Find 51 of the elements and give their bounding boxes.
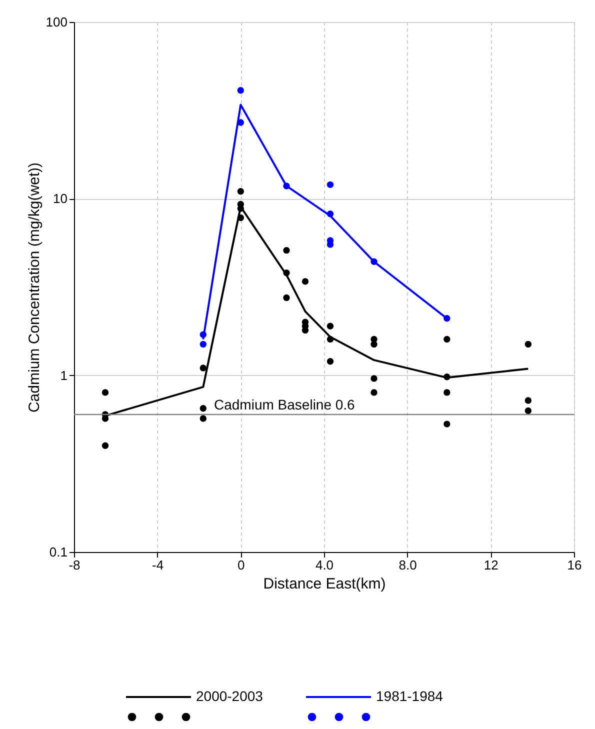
point xyxy=(444,315,450,322)
point xyxy=(237,188,244,195)
point xyxy=(444,336,450,343)
x-tick-label: 0 xyxy=(238,558,245,572)
point xyxy=(370,340,378,348)
point xyxy=(524,407,532,414)
x-tick-label: 8.0 xyxy=(398,558,417,572)
x-axis-title: Distance East(km) xyxy=(263,576,386,592)
point xyxy=(283,294,290,302)
point xyxy=(524,340,532,348)
ref-line-label: Cadmium Baseline 0.6 xyxy=(214,396,356,413)
point xyxy=(200,405,207,412)
point xyxy=(444,389,450,396)
point xyxy=(200,364,207,372)
point xyxy=(302,278,309,285)
y-axis-title: Cadmium Concentration (mg/kg(wet)) xyxy=(26,162,43,413)
point xyxy=(237,205,244,212)
y-tick-label: 0.1 xyxy=(49,544,68,560)
point xyxy=(370,389,378,396)
x-tick-label: 12 xyxy=(484,558,498,572)
x-tick-label: -8 xyxy=(68,558,80,572)
point xyxy=(283,246,290,254)
y-tick-label: 1 xyxy=(60,368,68,383)
point xyxy=(200,331,207,338)
point xyxy=(200,415,207,422)
point xyxy=(102,415,109,422)
point xyxy=(444,420,450,428)
y-tick-label: 10 xyxy=(53,191,68,206)
point xyxy=(200,340,207,348)
point xyxy=(524,397,532,404)
point xyxy=(326,210,334,218)
point xyxy=(370,375,378,382)
point xyxy=(237,87,244,94)
point xyxy=(444,374,450,380)
x-tick-label: 4.0 xyxy=(315,558,334,572)
legend-label: 2000-2003 xyxy=(196,688,264,704)
point xyxy=(102,442,109,449)
y-tick-label: 100 xyxy=(46,14,68,30)
x-tick-label: 16 xyxy=(567,558,582,572)
point xyxy=(102,389,109,396)
point xyxy=(326,322,334,330)
point xyxy=(237,214,244,222)
point xyxy=(370,258,378,266)
point xyxy=(326,358,334,365)
point xyxy=(326,241,334,248)
point xyxy=(283,270,290,276)
point xyxy=(283,182,290,190)
point xyxy=(326,336,334,343)
point xyxy=(326,181,334,188)
x-tick-label: -4 xyxy=(152,558,164,572)
legend-label: 1981-1984 xyxy=(376,688,444,704)
